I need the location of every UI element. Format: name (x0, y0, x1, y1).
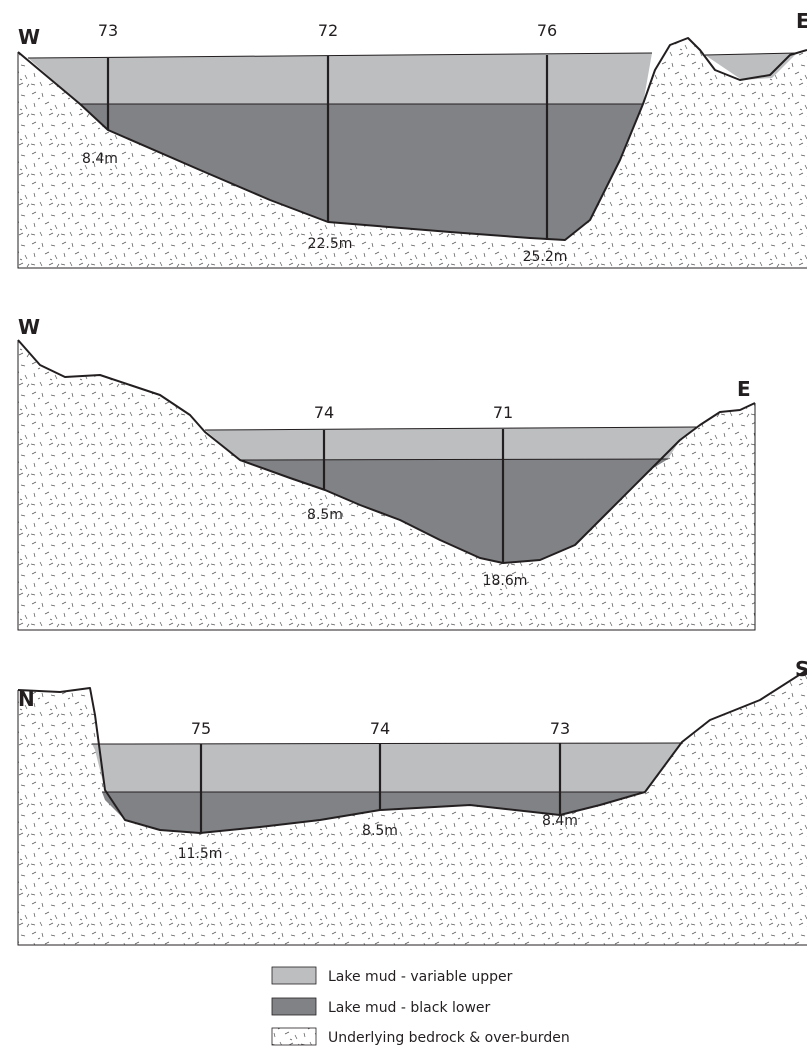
section-2: W E 74 71 8.5m 18.6m (18, 315, 755, 630)
core-depth: 11.5m (178, 846, 223, 862)
core-depth: 18.6m (483, 573, 528, 589)
core-id: 71 (493, 403, 513, 422)
core-depth: 8.4m (82, 151, 118, 167)
legend: Lake mud - variable upper Lake mud - bla… (272, 967, 570, 1046)
core-depth: 22.5m (308, 236, 353, 252)
direction-label: E (737, 377, 751, 401)
core-depth: 8.4m (542, 813, 578, 829)
legend-label: Underlying bedrock & over-burden (328, 1030, 570, 1046)
core-id: 73 (98, 21, 118, 40)
core-id: 75 (191, 719, 211, 738)
core-id: 74 (370, 719, 390, 738)
direction-label: W (18, 25, 40, 49)
core-id: 73 (550, 719, 570, 738)
direction-label: S (795, 657, 807, 681)
core-id: 72 (318, 21, 338, 40)
direction-label: E (796, 9, 807, 33)
core-depth: 8.5m (362, 823, 398, 839)
core-depth: 8.5m (307, 507, 343, 523)
legend-swatch (272, 998, 316, 1015)
legend-label: Lake mud - variable upper (328, 969, 513, 985)
diagram: W E 73 72 76 8.4m 22.5m 25.2m W E 74 71 … (0, 0, 807, 1048)
section-3: N S 75 74 73 11.5m 8.5m 8.4m (18, 657, 807, 945)
core-id: 74 (314, 403, 334, 422)
core-id: 76 (537, 21, 557, 40)
section-1: W E 73 72 76 8.4m 22.5m 25.2m (18, 9, 807, 268)
legend-swatch (272, 967, 316, 984)
core-depth: 25.2m (523, 249, 568, 265)
legend-label: Lake mud - black lower (328, 1000, 491, 1016)
direction-label: W (18, 315, 40, 339)
direction-label: N (18, 687, 35, 711)
legend-swatch (272, 1028, 316, 1045)
